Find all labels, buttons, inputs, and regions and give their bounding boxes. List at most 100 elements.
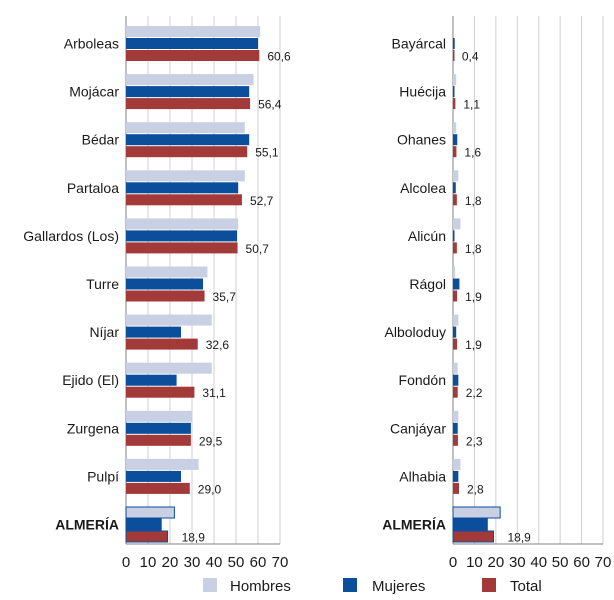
right-x-tick-label: 70	[595, 554, 612, 571]
category-label-turre: Turre	[86, 276, 119, 292]
legend-label-total: Total	[510, 578, 542, 595]
bar-mujeres-ragol	[453, 278, 460, 290]
value-label-alcolea: 1,8	[465, 194, 482, 208]
right-x-tick-label: 10	[466, 554, 483, 571]
bar-total-alicun	[453, 242, 457, 254]
left-x-tick-label: 0	[122, 554, 130, 571]
category-label-fondon: Fondón	[399, 372, 446, 388]
bar-mujeres-alcolea	[453, 182, 456, 194]
value-label-alhabia: 2,8	[467, 482, 484, 496]
category-label-partaloa: Partaloa	[67, 180, 119, 196]
bar-mujeres-huecija	[453, 86, 455, 98]
bar-total-almeria	[125, 530, 169, 543]
left-x-tick-label: 10	[140, 554, 157, 571]
right-x-tick-label: 20	[488, 554, 505, 571]
category-label-ragol: Rágol	[409, 276, 446, 292]
value-label-arboleas: 60,6	[267, 50, 291, 64]
value-label-mojacar: 56,4	[258, 98, 282, 112]
bar-mujeres-turre	[126, 278, 203, 290]
bar-hombres-mojacar	[126, 74, 254, 86]
bar-total-bedar	[126, 146, 248, 158]
category-label-bedar: Bédar	[82, 132, 120, 148]
category-label-huecija: Huécija	[399, 84, 446, 100]
category-label-canjayar: Canjáyar	[390, 420, 446, 436]
left-x-tick-label: 60	[250, 554, 267, 571]
bar-total-almeria	[452, 530, 495, 543]
right-chart-panel: 0 10 20 30 40 50 60 70 Bayárcal 0,4 Huécija 1,1 Ohan…	[382, 16, 611, 571]
value-label-ragol: 1,9	[465, 290, 482, 304]
value-label-huecija: 1,1	[463, 98, 480, 112]
bar-mujeres-alicun	[453, 230, 455, 242]
bar-total-huecija	[453, 98, 456, 110]
legend-label-hombres: Hombres	[230, 578, 291, 595]
left-x-tick-label: 20	[162, 554, 179, 571]
bar-total-alhabia	[453, 482, 460, 494]
bar-hombres-fondon	[453, 362, 458, 374]
bar-hombres-almeria	[125, 506, 175, 519]
bar-hombres-zurgena	[126, 410, 192, 422]
value-label-gallardos-los: 50,7	[246, 242, 270, 256]
bar-hombres-turre	[126, 266, 208, 278]
bar-hombres-ragol	[453, 266, 456, 278]
bar-hombres-alboloduy	[453, 314, 459, 326]
bar-total-partaloa	[126, 194, 242, 206]
right-x-tick-label: 30	[509, 554, 526, 571]
bar-mujeres-zurgena	[126, 422, 191, 434]
category-label-gallardos-los: Gallardos (Los)	[23, 228, 119, 244]
bar-total-pulpi	[126, 482, 190, 494]
value-label-bedar: 55,1	[255, 146, 279, 160]
left-x-tick-label: 70	[272, 554, 289, 571]
bar-mujeres-partaloa	[126, 182, 239, 194]
legend-label-mujeres: Mujeres	[372, 578, 425, 595]
legend: Hombres Mujeres Total	[203, 578, 542, 595]
bar-hombres-canjayar	[453, 410, 459, 422]
bar-total-fondon	[453, 386, 458, 398]
legend-swatch-mujeres	[343, 578, 357, 592]
category-label-zurgena: Zurgena	[67, 420, 119, 436]
bar-total-alcolea	[453, 194, 457, 206]
right-x-tick-label: 0	[449, 554, 457, 571]
value-label-fondon: 2,2	[466, 386, 483, 400]
value-label-ejido-el: 31,1	[202, 386, 226, 400]
value-label-almeria: 18,9	[182, 531, 206, 545]
bar-total-alboloduy	[453, 338, 458, 350]
bar-mujeres-nijar	[126, 326, 181, 338]
bar-hombres-ejido-el	[126, 362, 212, 374]
left-chart-panel: 0 10 20 30 40 50 60 70 Arboleas 60,6 Mojácar 56,4 Bé…	[23, 16, 291, 571]
bar-hombres-alicun	[453, 218, 461, 230]
bar-mujeres-bedar	[126, 134, 250, 146]
legend-swatch-hombres	[203, 578, 217, 592]
value-label-canjayar: 2,3	[466, 434, 483, 448]
category-label-almeria: ALMERÍA	[55, 517, 119, 533]
legend-swatch-total	[482, 578, 496, 592]
bar-hombres-bedar	[126, 122, 245, 134]
category-label-pulpi: Pulpí	[87, 468, 119, 484]
bar-total-gallardos-los	[126, 242, 238, 254]
bar-total-ejido-el	[126, 386, 195, 398]
value-label-partaloa: 52,7	[250, 194, 274, 208]
category-label-almeria: ALMERÍA	[382, 517, 446, 533]
value-label-alicun: 1,8	[465, 242, 482, 256]
value-label-bayarcal: 0,4	[462, 50, 479, 64]
left-x-tick-label: 30	[184, 554, 201, 571]
bar-mujeres-alhabia	[453, 470, 459, 482]
bar-hombres-alhabia	[453, 458, 461, 470]
category-label-alboloduy: Alboloduy	[385, 324, 447, 340]
bar-total-canjayar	[453, 434, 458, 446]
bar-total-turre	[126, 290, 205, 302]
value-label-alboloduy: 1,9	[465, 338, 482, 352]
category-label-alicun: Alicún	[408, 228, 446, 244]
left-x-tick-label: 40	[206, 554, 223, 571]
left-x-tick-label: 50	[228, 554, 245, 571]
bar-mujeres-almeria	[452, 518, 488, 531]
value-label-nijar: 32,6	[206, 338, 230, 352]
bar-hombres-alcolea	[453, 170, 459, 182]
bar-mujeres-pulpi	[126, 470, 181, 482]
value-label-turre: 35,7	[213, 290, 237, 304]
bar-mujeres-mojacar	[126, 86, 250, 98]
bar-total-ragol	[453, 290, 458, 302]
value-label-pulpi: 29,0	[198, 482, 222, 496]
bar-mujeres-arboleas	[126, 38, 258, 49]
category-label-bayarcal: Bayárcal	[392, 36, 446, 52]
